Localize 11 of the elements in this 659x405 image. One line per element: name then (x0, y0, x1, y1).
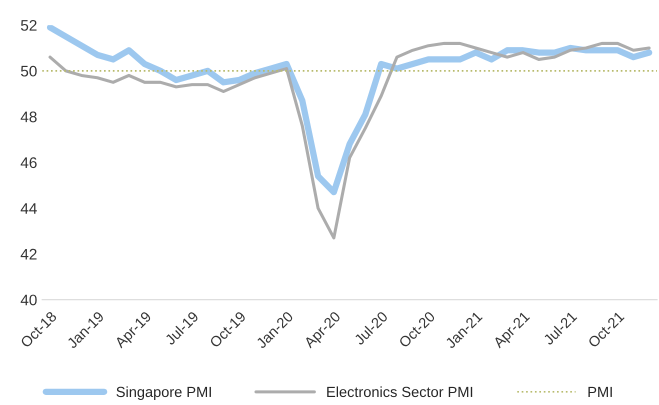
y-tick-label: 48 (20, 112, 37, 122)
legend-label: Singapore PMI (116, 386, 211, 400)
y-tick-label: 40 (20, 294, 37, 306)
y-tick-label: 44 (20, 203, 37, 214)
legend-label: Electronics Sector PMI (327, 386, 472, 398)
line-series (48, 42, 651, 240)
y-tick-label: 42 (20, 248, 37, 260)
legend-label: PMI (588, 386, 612, 397)
y-tick-label: 52 (20, 20, 37, 31)
y-tick-label: 50 (20, 66, 37, 77)
y-tick-label: 46 (20, 157, 37, 168)
